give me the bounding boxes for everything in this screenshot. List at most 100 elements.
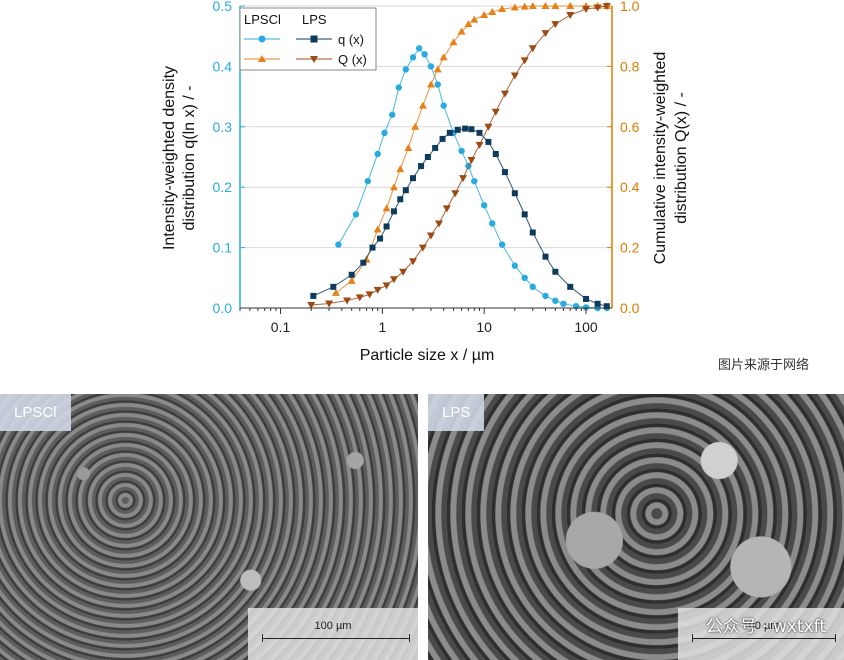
data-point <box>552 297 559 304</box>
scale-bar-line-lps <box>692 634 836 642</box>
data-point <box>389 183 398 191</box>
data-point <box>383 223 390 230</box>
data-point <box>529 229 536 236</box>
data-point <box>521 274 528 281</box>
data-point <box>389 276 398 284</box>
y-left-tick-label: 0.1 <box>213 240 233 256</box>
data-point <box>365 291 374 299</box>
data-point <box>399 268 408 276</box>
x-tick-label: 10 <box>476 319 492 335</box>
tick-labels: 0.0 0.1 0.2 0.3 0.4 0.5 0.0 0.2 0.4 0.6 0.8 1.0 0.1 1… <box>213 0 640 335</box>
y-left-tick-label: 0.5 <box>213 0 233 14</box>
legend-row-Q: Q (x) <box>338 52 367 67</box>
data-point <box>373 225 382 233</box>
y-right-tick-label: 0.0 <box>620 300 640 316</box>
data-point <box>402 187 409 194</box>
data-point <box>421 51 428 58</box>
data-point <box>426 232 435 240</box>
data-point <box>434 220 443 228</box>
x-tick-label: 0.1 <box>271 319 291 335</box>
scale-bar-lps: 100 µm <box>678 608 844 660</box>
data-point <box>418 163 425 170</box>
scale-bar-lpscl: 100 µm <box>248 608 418 660</box>
data-point <box>489 220 496 227</box>
data-point <box>343 297 352 305</box>
data-point <box>541 2 550 9</box>
data-point <box>566 2 575 9</box>
x-tick-label: 1 <box>378 319 386 335</box>
legend-marker-lpscl-Q <box>258 55 266 62</box>
series-line-0 <box>337 47 607 309</box>
data-point <box>582 6 591 14</box>
left-axis-title-line-1: Intensity-weighted density <box>161 66 178 250</box>
data-point <box>551 21 560 29</box>
data-point <box>566 12 575 20</box>
data-point <box>488 8 497 16</box>
data-point <box>440 102 447 109</box>
watermark: 公众号 · wxtxft <box>705 617 826 637</box>
x-tick-label: 100 <box>574 319 598 335</box>
data-point <box>331 288 340 296</box>
y-right-tick-label: 0.8 <box>620 58 640 74</box>
data-point <box>593 4 602 12</box>
data-point <box>521 211 528 218</box>
data-point <box>439 135 446 142</box>
data-point <box>449 38 458 46</box>
data-point <box>583 295 590 302</box>
data-point <box>528 45 537 53</box>
data-point <box>396 165 405 173</box>
sem-image-lpscl: LPSCl 100 µm <box>0 394 418 660</box>
y-left-tick-label: 0.4 <box>213 58 233 74</box>
legend-row-q: q (x) <box>338 32 364 47</box>
data-point <box>485 138 492 145</box>
right-axis-title-line-2: distribution Q(x) / - <box>673 92 690 224</box>
data-point <box>369 244 376 251</box>
series-line-1 <box>335 5 607 294</box>
series-layer <box>307 2 611 312</box>
data-point <box>442 205 451 213</box>
data-point <box>325 300 334 308</box>
data-point <box>307 301 316 309</box>
data-point <box>510 3 519 11</box>
data-point <box>427 63 435 70</box>
y-left-tick-label: 0.2 <box>213 179 233 195</box>
data-point <box>433 65 442 73</box>
data-point <box>409 54 417 61</box>
data-point <box>480 11 489 19</box>
data-point <box>451 190 460 198</box>
sem-label-lps: LPS <box>428 394 485 431</box>
data-point <box>529 283 536 291</box>
y-right-tick-label: 0.4 <box>620 179 640 195</box>
y-left-tick-label: 0.3 <box>213 119 233 135</box>
data-point <box>551 2 560 9</box>
data-point <box>434 81 441 88</box>
data-point <box>498 241 506 248</box>
data-point <box>520 57 529 65</box>
data-point <box>468 126 475 133</box>
y-right-tick-label: 0.2 <box>620 240 640 256</box>
legend-marker-lpscl-q <box>258 35 266 43</box>
y-right-tick-label: 1.0 <box>620 0 640 14</box>
data-point <box>459 175 468 183</box>
data-point <box>470 15 479 23</box>
legend-marker-lps-Q <box>310 56 318 63</box>
data-point <box>411 122 420 130</box>
data-point <box>390 208 397 215</box>
data-point <box>511 190 518 197</box>
data-point <box>498 5 507 13</box>
data-point <box>382 204 391 212</box>
legend: LPSCl LPS q (x) Q (x) <box>239 7 377 71</box>
data-point <box>418 244 427 252</box>
data-point <box>462 125 469 132</box>
data-point <box>374 150 381 158</box>
y-right-tick-label: 0.6 <box>620 119 640 135</box>
data-point <box>373 286 382 294</box>
scale-bar-text-lps: 100 µm <box>742 620 780 632</box>
data-point <box>567 283 574 290</box>
data-point <box>528 2 537 9</box>
data-point <box>511 262 519 269</box>
series-line-2 <box>313 128 607 307</box>
data-point <box>389 111 396 118</box>
data-point <box>439 53 448 61</box>
scale-bar-line-lpscl <box>262 634 410 642</box>
